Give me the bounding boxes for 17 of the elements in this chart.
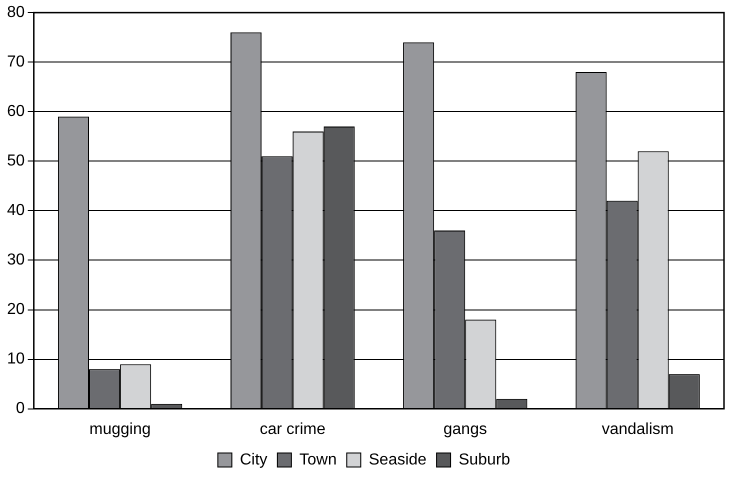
- y-tick-label: 60: [7, 103, 25, 120]
- x-tick-label: gangs: [443, 420, 487, 438]
- x-tick-label: mugging: [89, 420, 151, 438]
- y-tick-label: 20: [7, 301, 25, 318]
- y-tick-label: 50: [7, 152, 25, 170]
- y-tick-label: 80: [7, 4, 25, 22]
- y-tick-label: 10: [7, 350, 25, 368]
- y-tick-label: 70: [7, 54, 25, 71]
- y-tick-label: 40: [7, 202, 25, 220]
- y-tick-label: 0: [16, 400, 25, 418]
- legend-label: Town: [299, 451, 337, 468]
- legend-label: City: [240, 451, 268, 468]
- y-tick-label: 30: [7, 252, 25, 269]
- legend-label: Suburb: [458, 451, 510, 468]
- x-tick-label: car crime: [260, 420, 326, 438]
- legend-label: Seaside: [368, 451, 427, 468]
- x-tick-label: vandalism: [602, 420, 674, 438]
